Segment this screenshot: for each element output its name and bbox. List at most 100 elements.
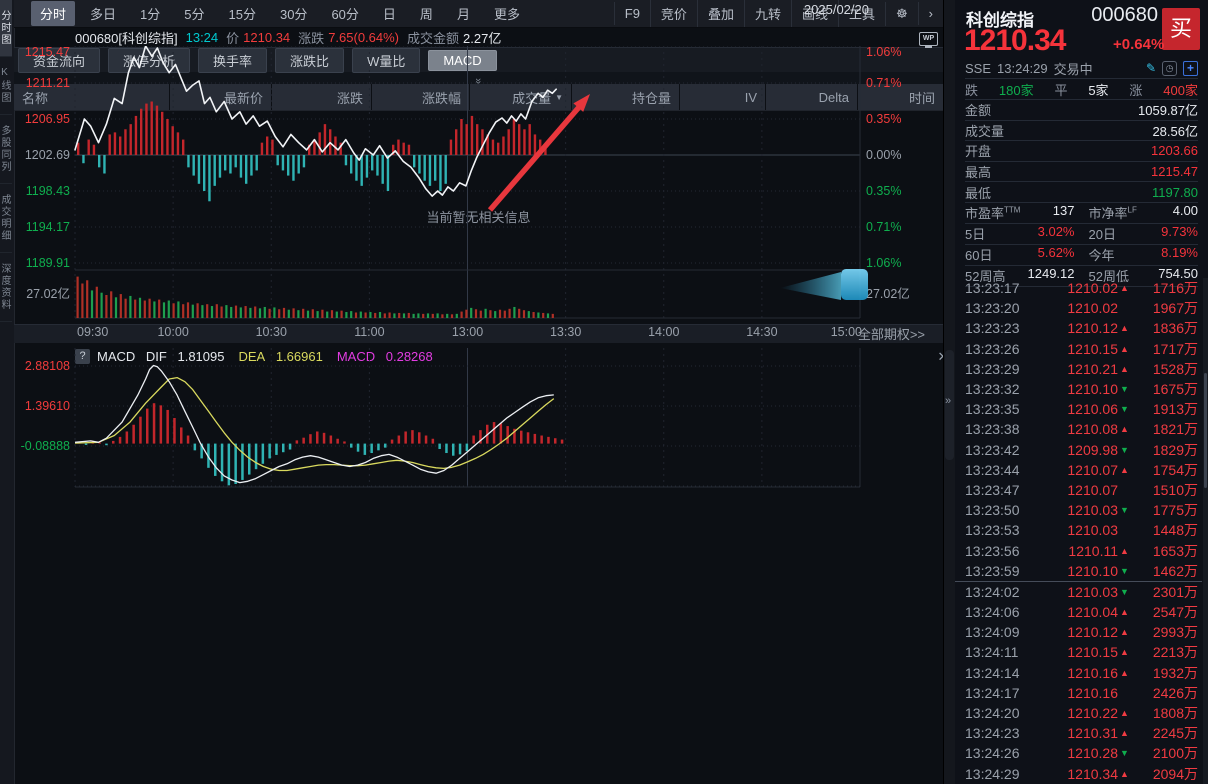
column-header-名称[interactable]: 名称: [14, 84, 169, 110]
sidebar-item-深度资料[interactable]: 深度资料: [0, 253, 12, 322]
period-tab-5分[interactable]: 5分: [184, 7, 205, 22]
tool-叠加[interactable]: 叠加: [696, 0, 744, 27]
tick-volume: 2547万: [1152, 604, 1198, 621]
period-tab-60分[interactable]: 60分: [331, 7, 359, 22]
tick-price: 1210.03: [1067, 502, 1118, 519]
sidebar-item-多股同列[interactable]: 多股同列: [0, 115, 12, 184]
toolbar-more-arrow-icon[interactable]: ›: [917, 2, 943, 25]
tick-row[interactable]: 13:24:11 1210.15 ▲ 2213万: [955, 642, 1202, 662]
tick-volume: 1675万: [1152, 381, 1198, 398]
alert-bell-icon[interactable]: ◷: [1162, 61, 1177, 77]
tick-row[interactable]: 13:23:17 1210.02 ▲ 1716万: [955, 278, 1202, 298]
collapse-right-icon[interactable]: »: [945, 395, 952, 407]
chart-section: 分时 多日 1分 5分 15分 30分 60分 日 周 月 更多 F9 竞价 叠加 九转 画线 工具 ☸ › 000…: [14, 0, 948, 784]
period-tab-分时[interactable]: 分时: [31, 1, 76, 26]
tick-row[interactable]: 13:23:56 1210.11 ▲ 1653万: [955, 540, 1202, 560]
period-tab-30分[interactable]: 30分: [279, 7, 308, 22]
column-header-持仓量[interactable]: 持仓量: [572, 84, 679, 110]
tick-row[interactable]: 13:24:29 1210.34 ▲ 2094万: [955, 764, 1202, 784]
tool-F9[interactable]: F9: [613, 2, 650, 25]
tab-MACD[interactable]: MACD: [428, 49, 497, 71]
collapse-bar[interactable]: »: [14, 72, 943, 84]
gear-icon[interactable]: ☸: [885, 1, 918, 26]
period-tab-周[interactable]: 周: [419, 7, 433, 22]
detail-row-最低: 最低 1197.80: [965, 182, 1198, 203]
tick-row[interactable]: 13:24:23 1210.31 ▲ 2245万: [955, 723, 1202, 743]
sidebar-item-成交明细[interactable]: 成交明细: [0, 184, 12, 253]
metric-label: 今年: [1088, 248, 1115, 264]
column-header-时间[interactable]: 时间: [858, 84, 943, 110]
tick-row[interactable]: 13:24:26 1210.28 ▼ 2100万: [955, 743, 1202, 763]
tab-W量比[interactable]: W量比: [352, 47, 421, 73]
tick-row[interactable]: 13:24:09 1210.12 ▲ 2993万: [955, 622, 1202, 642]
tool-画线[interactable]: 画线: [790, 0, 838, 27]
tick-volume: 1932万: [1152, 664, 1198, 681]
column-header-涨跌[interactable]: 涨跌: [272, 84, 371, 110]
tab-资金流向[interactable]: 资金流向: [18, 47, 101, 73]
tick-row[interactable]: 13:23:29 1210.21 ▲ 1528万: [955, 359, 1202, 379]
tick-row[interactable]: 13:24:06 1210.04 ▲ 2547万: [955, 602, 1202, 622]
divider-handle[interactable]: [945, 350, 954, 460]
tick-row[interactable]: 13:23:38 1210.08 ▲ 1821万: [955, 419, 1202, 439]
all-options-link[interactable]: 全部期权>>: [857, 327, 925, 342]
tick-volume: 1510万: [1152, 481, 1198, 498]
column-header-涨跌幅[interactable]: 涨跌幅: [372, 84, 469, 110]
metric-label: 52周低: [1088, 269, 1129, 285]
help-icon[interactable]: ?: [75, 348, 90, 364]
tab-涨跌比[interactable]: 涨跌比: [275, 47, 345, 73]
tick-row[interactable]: 13:23:26 1210.15 ▲ 1717万: [955, 339, 1202, 359]
tick-row[interactable]: 13:23:53 1210.03 1448万: [955, 520, 1202, 540]
period-tab-1分[interactable]: 1分: [140, 7, 161, 22]
tab-换手率[interactable]: 换手率: [198, 47, 268, 73]
svg-text:14:00: 14:00: [648, 325, 679, 339]
macd-chart[interactable]: 2.88108 1.39610 -0.08888: [14, 348, 943, 490]
tick-row[interactable]: 13:23:32 1210.10 ▼ 1675万: [955, 379, 1202, 399]
tick-price: 1210.34: [1067, 765, 1118, 782]
tick-row[interactable]: 13:23:23 1210.12 ▲ 1836万: [955, 318, 1202, 338]
tick-row[interactable]: 13:23:47 1210.07 1510万: [955, 480, 1202, 500]
tick-row[interactable]: 13:23:35 1210.06 ▼ 1913万: [955, 399, 1202, 419]
sidebar-item-K线图[interactable]: K线图: [0, 57, 12, 115]
metric-今年: 今年 8.19%: [1089, 245, 1199, 264]
tick-row[interactable]: 13:24:20 1210.22 ▲ 1808万: [955, 703, 1202, 723]
tick-row[interactable]: 13:24:14 1210.16 ▲ 1932万: [955, 663, 1202, 683]
tool-工具[interactable]: 工具: [837, 0, 885, 27]
tool-九转[interactable]: 九转: [743, 0, 791, 27]
metric-5日: 5日 3.02%: [965, 224, 1075, 243]
tool-竞价[interactable]: 竞价: [649, 0, 697, 27]
tick-row[interactable]: 13:24:02 1210.03 ▼ 2301万: [955, 580, 1202, 602]
column-header-Delta[interactable]: Delta: [766, 84, 857, 110]
tick-row[interactable]: 13:23:44 1210.07 ▲ 1754万: [955, 460, 1202, 480]
tick-scrollbar[interactable]: [1203, 278, 1208, 784]
detail-value: 28.56亿: [1152, 123, 1198, 139]
column-header-IV[interactable]: IV: [680, 84, 765, 110]
sidebar-item-分时图[interactable]: 分时图: [0, 0, 12, 57]
tick-price: 1210.28: [1067, 745, 1118, 762]
tick-time: 13:24:26: [965, 745, 1020, 762]
wp-tool-icon[interactable]: WP: [919, 32, 938, 48]
exchange-label: SSE: [965, 60, 992, 76]
chevron-down-icon[interactable]: »: [472, 77, 485, 85]
column-header-成交量[interactable]: 成交量 ▼: [470, 84, 571, 110]
period-tab-日[interactable]: 日: [382, 7, 396, 22]
metric-value: 5.62%: [1037, 245, 1075, 261]
scrollbar-thumb[interactable]: [1204, 373, 1207, 488]
period-tab-更多[interactable]: 更多: [493, 7, 520, 22]
tick-row[interactable]: 13:24:17 1210.16 2426万: [955, 683, 1202, 703]
tick-row[interactable]: 13:23:20 1210.02 1967万: [955, 298, 1202, 318]
tick-volume: 2094万: [1152, 765, 1198, 782]
buy-button[interactable]: 买: [1162, 8, 1200, 50]
period-tab-月[interactable]: 月: [456, 7, 470, 22]
metric-value: 8.19%: [1161, 245, 1198, 261]
metric-label: 市净率LF: [1088, 206, 1137, 222]
period-tab-多日[interactable]: 多日: [90, 7, 117, 22]
svg-text:09:30: 09:30: [77, 325, 108, 339]
add-watchlist-icon[interactable]: +: [1183, 61, 1198, 77]
tick-row[interactable]: 13:23:50 1210.03 ▼ 1775万: [955, 500, 1202, 520]
draw-pencil-icon[interactable]: ✎: [1145, 60, 1156, 75]
period-tab-15分[interactable]: 15分: [228, 7, 256, 22]
intraday-chart[interactable]: 1215.47 1211.21 1206.95 1202.69 1198.43 1194.…: [14, 46, 943, 346]
tick-row[interactable]: 13:23:42 1209.98 ▼ 1829万: [955, 440, 1202, 460]
tick-row[interactable]: 13:23:59 1210.10 ▼ 1462万: [955, 561, 1202, 581]
tick-list[interactable]: 13:23:17 1210.02 ▲ 1716万 13:23:20 1210.02 1967…: [955, 278, 1202, 784]
